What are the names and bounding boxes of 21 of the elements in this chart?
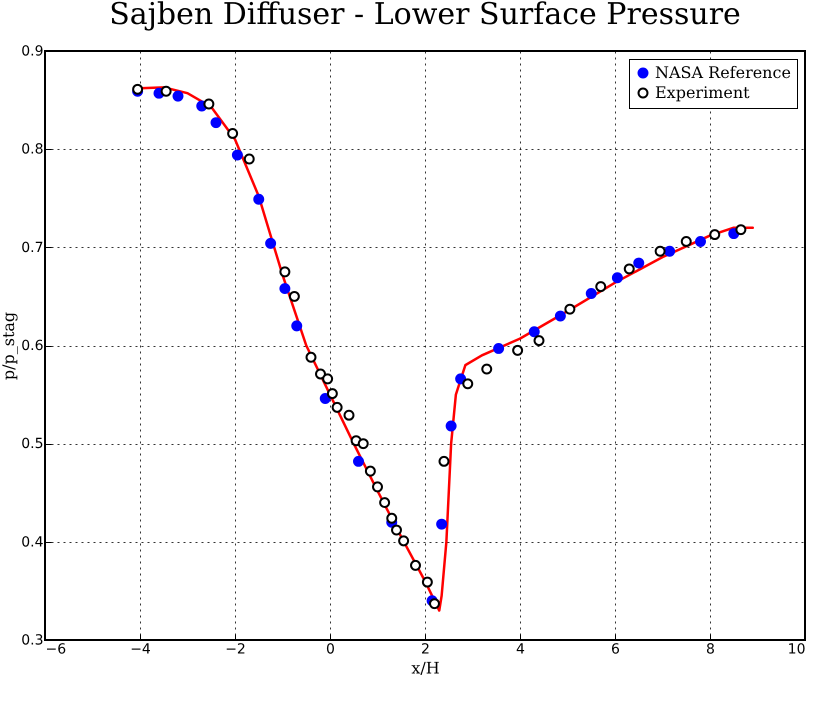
x-tick-label: −4	[130, 642, 151, 658]
x-tick-label: 6	[611, 642, 620, 658]
legend-label: Experiment	[655, 83, 750, 102]
chart-title: Sajben Diffuser - Lower Surface Pressure	[109, 0, 741, 32]
y-tick-label: 0.3	[21, 632, 44, 648]
x-tick-label: −6	[46, 642, 66, 658]
x-tick-label: −2	[225, 642, 246, 658]
legend-label: NASA Reference	[655, 63, 791, 82]
y-tick-label: 0.5	[21, 436, 44, 452]
y-tick-label: 0.8	[21, 142, 44, 158]
y-axis-title: p/p_stag	[0, 312, 18, 380]
y-tick-label: 0.9	[21, 44, 44, 60]
x-tick-label: 10	[788, 642, 806, 658]
x-tick-label: 0	[326, 642, 335, 658]
y-tick-label: 0.7	[21, 240, 44, 256]
y-tick-label: 0.4	[21, 534, 44, 550]
x-tick-label: 2	[421, 642, 430, 658]
x-tick-label: 4	[516, 642, 526, 658]
y-tick-label: 0.6	[21, 338, 44, 354]
x-tick-label: 8	[706, 642, 715, 658]
x-axis-title: x/H	[411, 658, 440, 678]
